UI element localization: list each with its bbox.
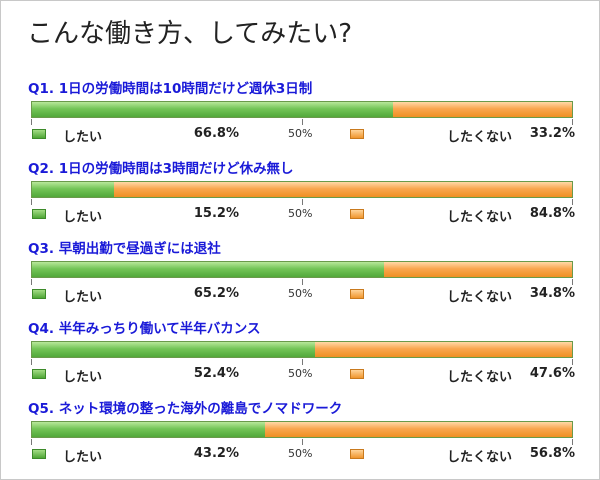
legend-label-no: したくない [447, 450, 513, 465]
stacked-bar [31, 181, 573, 198]
axis-tick [572, 279, 573, 285]
bar-segment-yes [32, 262, 385, 277]
midpoint-label: 50% [288, 447, 313, 460]
legend-swatch-yes [32, 289, 46, 299]
axis-tick [302, 199, 303, 205]
bar-segment-yes [32, 422, 266, 437]
legend-label-yes: したい [63, 450, 103, 465]
question-label: Q1. 1日の労働時間は10時間だけど週休3日制 [28, 81, 313, 97]
axis-tick [572, 359, 573, 365]
value-no: 56.8% [529, 446, 575, 461]
axis-tick [31, 439, 32, 445]
axis-tick [572, 439, 573, 445]
legend-label-yes: したい [63, 370, 103, 385]
legend-label-no: したくない [447, 130, 513, 145]
axis-tick [31, 359, 32, 365]
value-yes: 65.2% [193, 286, 239, 301]
axis-tick [31, 199, 32, 205]
axis-tick [302, 439, 303, 445]
axis-tick [302, 359, 303, 365]
question-label: Q5. ネット環境の整った海外の離島でノマドワーク [28, 401, 343, 417]
legend-swatch-no [350, 129, 364, 139]
axis-tick [302, 279, 303, 285]
question-label: Q4. 半年みっちり働いて半年バカンス [28, 321, 261, 337]
bar-segment-no [393, 102, 572, 117]
legend-swatch-yes [32, 369, 46, 379]
value-yes: 15.2% [193, 206, 239, 221]
value-no: 84.8% [529, 206, 575, 221]
chart-title: こんな働き方、してみたい? [27, 19, 353, 49]
question-label: Q3. 早朝出勤で昼過ぎには退社 [28, 241, 221, 257]
bar-segment-no [315, 342, 572, 357]
legend-swatch-yes [32, 129, 46, 139]
value-no: 33.2% [529, 126, 575, 141]
stacked-bar [31, 101, 573, 118]
value-yes: 43.2% [193, 446, 239, 461]
legend-swatch-no [350, 449, 364, 459]
legend-label-no: したくない [447, 290, 513, 305]
axis-tick [31, 119, 32, 125]
bar-segment-yes [32, 182, 115, 197]
legend-label-no: したくない [447, 370, 513, 385]
value-yes: 66.8% [193, 126, 239, 141]
bar-segment-no [384, 262, 572, 277]
legend-label-yes: したい [63, 210, 103, 225]
legend-swatch-yes [32, 449, 46, 459]
legend-swatch-no [350, 209, 364, 219]
midpoint-label: 50% [288, 287, 313, 300]
legend-swatch-yes [32, 209, 46, 219]
stacked-bar [31, 421, 573, 438]
bar-segment-no [114, 182, 572, 197]
axis-tick [31, 279, 32, 285]
value-no: 47.6% [529, 366, 575, 381]
midpoint-label: 50% [288, 367, 313, 380]
value-no: 34.8% [529, 286, 575, 301]
axis-tick [572, 119, 573, 125]
legend-swatch-no [350, 289, 364, 299]
stacked-bar [31, 341, 573, 358]
bar-segment-no [265, 422, 572, 437]
axis-tick [572, 199, 573, 205]
question-label: Q2. 1日の労働時間は3時間だけど休み無し [28, 161, 294, 177]
legend-swatch-no [350, 369, 364, 379]
value-yes: 52.4% [193, 366, 239, 381]
bar-segment-yes [32, 102, 393, 117]
midpoint-label: 50% [288, 127, 313, 140]
axis-tick [302, 119, 303, 125]
midpoint-label: 50% [288, 207, 313, 220]
legend-label-yes: したい [63, 290, 103, 305]
bar-segment-yes [32, 342, 315, 357]
legend-label-no: したくない [447, 210, 513, 225]
legend-label-yes: したい [63, 130, 103, 145]
stacked-bar [31, 261, 573, 278]
